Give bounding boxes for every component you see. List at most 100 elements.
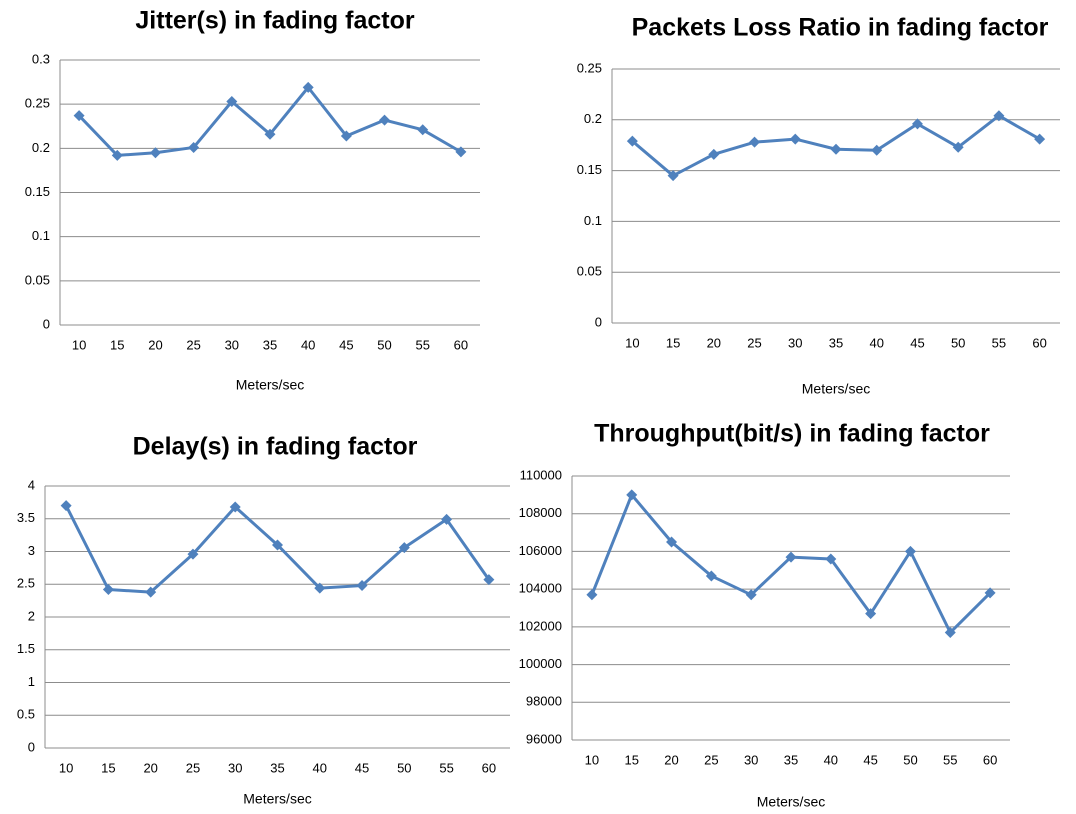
chart-title: Delay(s) in fading factor (133, 433, 418, 461)
x-tick-label: 55 (992, 335, 1006, 350)
y-tick-label: 0 (43, 316, 50, 331)
point-marker (626, 489, 638, 501)
x-tick-label: 25 (704, 752, 718, 767)
point-marker (314, 582, 326, 594)
point-marker (984, 587, 996, 599)
point-marker (785, 551, 797, 563)
point-marker (187, 548, 199, 560)
y-tick-label: 0 (28, 739, 35, 754)
point-marker (626, 135, 638, 147)
point-marker (417, 124, 429, 136)
y-tick-label: 0.2 (32, 140, 50, 155)
point-marker (483, 574, 495, 586)
y-tick-label: 98000 (526, 694, 562, 709)
x-tick-label: 10 (625, 335, 639, 350)
chart-title: Packets Loss Ratio in fading factor (632, 14, 1049, 42)
point-marker (441, 513, 453, 525)
y-tick-label: 96000 (526, 731, 562, 746)
x-tick-label: 30 (225, 337, 239, 352)
x-axis-title: Meters/sec (757, 794, 825, 810)
y-tick-label: 2.5 (17, 576, 35, 591)
y-tick-label: 3.5 (17, 510, 35, 525)
point-marker (188, 141, 200, 153)
x-tick-label: 40 (301, 337, 315, 352)
point-marker (666, 536, 678, 548)
y-tick-label: 0.15 (577, 162, 602, 177)
x-tick-label: 30 (788, 335, 802, 350)
x-tick-label: 20 (664, 752, 678, 767)
point-marker (911, 118, 923, 130)
point-marker (73, 110, 85, 122)
y-tick-label: 0.05 (25, 272, 50, 287)
x-tick-label: 45 (339, 337, 353, 352)
y-tick-label: 0.5 (17, 707, 35, 722)
x-tick-label: 30 (744, 752, 758, 767)
x-tick-label: 10 (59, 760, 73, 775)
point-marker (667, 170, 679, 182)
point-marker (226, 96, 238, 108)
x-tick-label: 60 (454, 337, 468, 352)
point-marker (993, 110, 1005, 122)
x-tick-label: 55 (415, 337, 429, 352)
x-axis-title: Meters/sec (243, 791, 311, 807)
point-marker (745, 589, 757, 601)
x-tick-label: 35 (829, 335, 843, 350)
x-tick-label: 45 (863, 752, 877, 767)
point-marker (749, 136, 761, 148)
point-marker (789, 133, 801, 145)
point-marker (865, 608, 877, 620)
point-marker (398, 542, 410, 554)
y-tick-label: 0 (595, 314, 602, 329)
y-tick-label: 0.1 (584, 213, 602, 228)
point-marker (830, 143, 842, 155)
x-tick-label: 15 (666, 335, 680, 350)
y-tick-label: 0.1 (32, 228, 50, 243)
y-tick-label: 110000 (520, 467, 562, 482)
y-tick-label: 0.3 (32, 51, 50, 66)
y-tick-label: 4 (28, 477, 35, 492)
chart-title: Throughput(bit/s) in fading factor (594, 420, 990, 448)
x-tick-label: 60 (1032, 335, 1046, 350)
chart-title: Jitter(s) in fading factor (135, 7, 414, 35)
x-tick-label: 45 (355, 760, 369, 775)
y-tick-label: 0.25 (577, 60, 602, 75)
point-marker (1034, 133, 1046, 145)
x-tick-label: 25 (747, 335, 761, 350)
point-marker (705, 570, 717, 582)
point-marker (340, 130, 352, 142)
point-marker (302, 81, 314, 93)
x-tick-label: 55 (943, 752, 957, 767)
point-marker (149, 147, 161, 159)
x-tick-label: 50 (377, 337, 391, 352)
point-marker (825, 553, 837, 565)
point-marker (871, 144, 883, 156)
x-tick-label: 40 (313, 760, 327, 775)
x-tick-label: 15 (624, 752, 638, 767)
x-tick-label: 25 (186, 760, 200, 775)
x-tick-label: 20 (707, 335, 721, 350)
point-marker (264, 128, 276, 140)
y-tick-label: 1 (28, 674, 35, 689)
y-tick-label: 0.15 (25, 184, 50, 199)
point-marker (111, 149, 123, 161)
y-tick-label: 106000 (519, 543, 562, 558)
x-tick-label: 60 (983, 752, 997, 767)
x-tick-label: 30 (228, 760, 242, 775)
x-tick-label: 40 (869, 335, 883, 350)
point-marker (102, 583, 114, 595)
x-tick-label: 50 (903, 752, 917, 767)
point-marker (952, 141, 964, 153)
series-line (78, 85, 462, 157)
x-tick-label: 60 (482, 760, 496, 775)
x-tick-label: 25 (186, 337, 200, 352)
y-tick-label: 2 (28, 608, 35, 623)
y-tick-label: 0.05 (577, 264, 602, 279)
x-tick-label: 10 (585, 752, 599, 767)
point-marker (60, 500, 72, 512)
x-tick-label: 15 (101, 760, 115, 775)
point-marker (229, 501, 241, 513)
x-tick-label: 35 (270, 760, 284, 775)
x-tick-label: 55 (439, 760, 453, 775)
